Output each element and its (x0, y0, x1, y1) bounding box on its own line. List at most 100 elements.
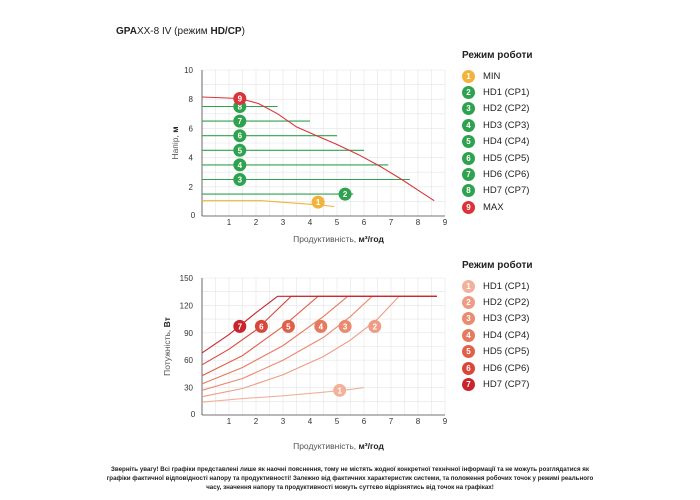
legend-head-badge: 6 (462, 151, 475, 165)
series-marker-label: 3 (238, 176, 243, 185)
y-axis-label-text: Напір, (170, 133, 180, 160)
legend-head-item: 7 HD6 (CP6) (462, 166, 612, 182)
legend-power-badge: 2 (462, 296, 475, 310)
x-tick-label: 3 (281, 218, 286, 227)
legend-head-item: 5 HD4 (CP4) (462, 134, 612, 150)
x-tick-label: 4 (308, 218, 313, 227)
x-tick-label: 8 (416, 417, 421, 426)
legend-head-badge: 2 (462, 86, 475, 100)
y-tick-label: 6 (189, 124, 194, 133)
legend-power-badge: 4 (462, 328, 475, 342)
legend-power-badge: 6 (462, 361, 475, 375)
legend-head-badge: 7 (462, 168, 475, 182)
chart-power: 0 1 2 3 4 5 6 7 8 9 30 60 90 120 150 Продуктивність, м³… (162, 274, 448, 451)
series-marker-label: 6 (238, 132, 243, 141)
series-marker-label: 1 (316, 198, 321, 207)
legend-power-label: HD2 (CP2) (483, 297, 530, 309)
y-axis-label-text: Потужність, (162, 327, 172, 376)
series-marker (233, 173, 247, 186)
legend-head-badge: 3 (462, 102, 475, 116)
x-tick-label: 9 (443, 417, 448, 426)
y-tick-label: 8 (189, 95, 194, 104)
legend-power-label: HD6 (CP6) (483, 362, 530, 374)
title-suffix-open: (режим (171, 26, 211, 37)
y-tick-label: 150 (180, 274, 194, 283)
series-marker-label: 4 (319, 322, 324, 331)
legend-power-title: Режим роботи (462, 260, 533, 271)
series-marker (233, 319, 247, 333)
legend-head-label: HD7 (CP7) (483, 185, 530, 197)
series-line (201, 387, 365, 403)
legend-power-item: 2 HD2 (CP2) (462, 294, 612, 310)
legend-head-item: 6 HD5 (CP5) (462, 150, 612, 166)
y-axis-label: Потужність, Вт (162, 317, 172, 376)
x-tick-label: 9 (443, 218, 448, 227)
legend-head-items: 1 MIN 2 HD1 (CP1) 3 HD2 (CP2) 4 HD3 (CP3) 5 HD4 (… (462, 68, 612, 216)
x-axis-label-unit: м³/год (359, 234, 385, 244)
legend-head-badge: 5 (462, 135, 475, 149)
series-marker-label: 6 (259, 322, 264, 331)
series-marker-label: 5 (238, 146, 243, 155)
legend-head: Режим роботи 1 MIN 2 HD1 (CP1) 3 HD2 (CP2) 4 HD… (462, 50, 612, 216)
series-marker (233, 114, 247, 128)
legend-head-badge: 8 (462, 184, 475, 198)
y-tick-label: 4 (189, 154, 194, 163)
x-tick-label: 8 (416, 218, 421, 227)
x-tick-label: 6 (362, 417, 367, 426)
series-line (201, 295, 437, 354)
y-tick-label: 30 (184, 384, 193, 393)
legend-head-badge: 9 (462, 200, 475, 214)
x-axis-label-text: Продуктивність, (293, 234, 358, 244)
legend-head-label: MIN (483, 70, 501, 82)
y-tick-label: 120 (180, 301, 194, 310)
legend-head-label: MAX (483, 201, 504, 213)
series-line (201, 96, 435, 202)
legend-power-label: HD7 (CP7) (483, 379, 530, 391)
series-marker-label: 8 (238, 103, 243, 112)
legend-power-item: 7 HD7 (CP7) (462, 376, 612, 392)
x-tick-label: 0 (191, 410, 196, 419)
legend-head-title: Режим роботи (462, 50, 533, 61)
legend-head-label: HD2 (CP2) (483, 103, 530, 115)
x-tick-label: 5 (335, 218, 340, 227)
legend-head-label: HD6 (CP6) (483, 169, 530, 181)
y-tick-label: 90 (184, 329, 193, 338)
y-tick-label: 2 (189, 183, 194, 192)
y-axis-label-unit: Вт (162, 317, 172, 327)
title-mode: HD/CP (210, 26, 242, 37)
x-axis-label-unit: м³/год (359, 441, 385, 451)
series-marker-label: 9 (238, 94, 243, 103)
x-tick-label: 7 (389, 417, 394, 426)
title-model: XX-8 IV (136, 26, 172, 37)
legend-head-item: 8 HD7 (CP7) (462, 183, 612, 199)
series-marker (233, 143, 247, 157)
series-marker (338, 319, 352, 333)
legend-head-label: HD5 (CP5) (483, 152, 530, 164)
x-axis-label: Продуктивність, м³/год (293, 441, 384, 451)
y-tick-label: 60 (184, 356, 193, 365)
series-line (202, 200, 335, 208)
x-tick-label: 6 (362, 218, 367, 227)
series-marker (314, 319, 328, 333)
legend-head-item: 3 HD2 (CP2) (462, 101, 612, 117)
legend-head-badge: 4 (462, 118, 475, 132)
legend-power-label: HD1 (CP1) (483, 280, 530, 292)
series-marker (368, 319, 382, 333)
legend-power-item: 5 HD5 (CP5) (462, 344, 612, 360)
legend-power-badge: 7 (462, 378, 475, 392)
legend-power-label: HD4 (CP4) (483, 329, 530, 341)
y-axis-label: Напір, м (170, 126, 180, 159)
legend-power-badge: 5 (462, 345, 475, 359)
x-axis-label: Продуктивність, м³/год (293, 234, 384, 244)
x-tick-label: 1 (227, 417, 232, 426)
legend-power-item: 3 HD3 (CP3) (462, 311, 612, 327)
series-marker (333, 383, 347, 397)
x-axis-label-text: Продуктивність, (293, 441, 358, 451)
series-marker-label: 4 (238, 161, 243, 170)
series-marker-label: 7 (238, 117, 243, 126)
legend-head-label: HD3 (CP3) (483, 119, 530, 131)
series-line (201, 295, 437, 398)
series-marker (311, 195, 325, 209)
